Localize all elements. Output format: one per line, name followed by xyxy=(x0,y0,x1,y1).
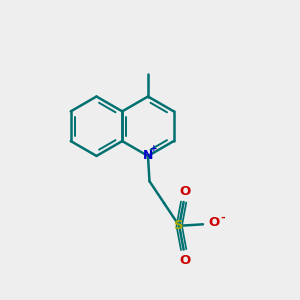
Text: O: O xyxy=(179,254,191,267)
Text: O: O xyxy=(208,216,220,229)
Text: +: + xyxy=(150,144,158,153)
Text: N: N xyxy=(143,149,153,162)
Text: -: - xyxy=(220,213,225,223)
Text: S: S xyxy=(174,219,184,232)
Text: O: O xyxy=(179,185,191,198)
